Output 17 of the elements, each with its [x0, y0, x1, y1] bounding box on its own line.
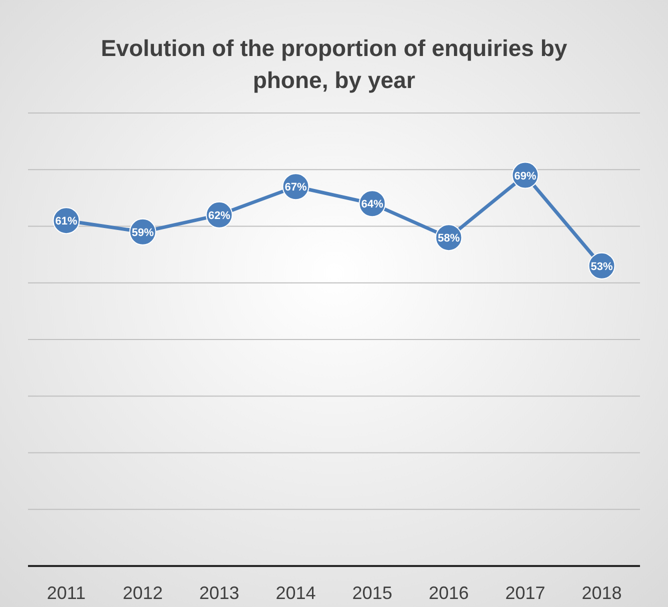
data-label: 64%: [361, 198, 384, 211]
data-label: 53%: [590, 260, 613, 273]
x-tick-label: 2011: [46, 583, 86, 603]
x-tick-label: 2018: [582, 583, 622, 603]
x-tick-label: 2013: [199, 583, 240, 603]
data-label: 58%: [438, 232, 460, 245]
x-tick-label: 2014: [276, 583, 316, 603]
x-tick-label: 2017: [505, 583, 546, 603]
data-label: 61%: [55, 216, 78, 228]
x-tick-label: 2012: [122, 583, 163, 603]
data-label: 69%: [514, 170, 536, 182]
x-tick-label: 2016: [428, 583, 469, 603]
x-tick-label: 2015: [352, 583, 392, 603]
chart-title: Evolution of the proportion of enquiries by phone, by year: [100, 35, 568, 93]
data-label: 59%: [132, 226, 154, 239]
data-label: 67%: [284, 182, 307, 194]
data-label: 62%: [208, 210, 230, 222]
